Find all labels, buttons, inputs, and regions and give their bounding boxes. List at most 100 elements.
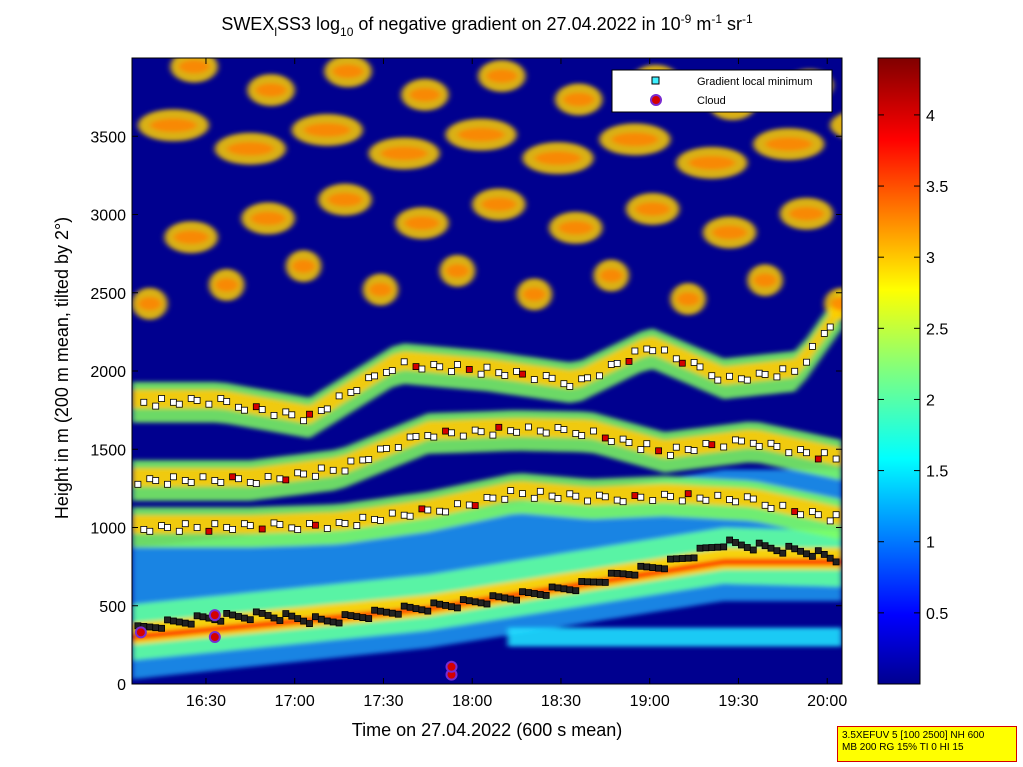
gradient-minimum-marker	[619, 435, 627, 443]
gradient-minimum-marker	[637, 493, 645, 501]
gradient-minimum-marker	[708, 441, 716, 449]
gradient-minimum-marker	[235, 475, 242, 483]
gradient-minimum-marker	[501, 495, 509, 503]
gradient-minimum-marker	[359, 456, 367, 464]
gradient-minimum-marker	[223, 524, 231, 531]
heat-band-peak	[132, 558, 842, 641]
gradient-minimum-marker	[193, 612, 201, 620]
gradient-minimum-marker	[803, 449, 810, 457]
gradient-minimum-marker	[726, 536, 733, 544]
gradient-minimum-marker	[294, 469, 302, 477]
gradient-minimum-marker	[672, 355, 680, 363]
gradient-minimum-marker	[590, 578, 597, 586]
gradient-minimum-marker	[495, 423, 503, 431]
gradient-minimum-marker	[560, 585, 568, 593]
cloud-marker	[134, 626, 147, 639]
gradient-minimum-marker	[353, 522, 361, 529]
gradient-minimum-marker	[442, 427, 450, 435]
gradient-minimum-marker	[246, 522, 254, 529]
gradient-minimum-marker	[584, 374, 591, 382]
colorbar-tick-label: 0.5	[926, 606, 948, 623]
gradient-minimum-marker	[489, 592, 497, 600]
heat-patch-high-core	[558, 220, 594, 235]
gradient-minimum-marker	[371, 606, 379, 614]
heat-patch-high-core	[332, 64, 364, 79]
gradient-minimum-marker	[678, 497, 686, 505]
gradient-minimum-marker	[388, 367, 396, 375]
gradient-minimum-marker	[211, 520, 219, 528]
gradient-minimum-marker	[530, 376, 538, 384]
gradient-minimum-marker	[477, 599, 485, 607]
y-tick-label: 0	[117, 677, 126, 694]
x-tick-label: 17:30	[363, 693, 403, 710]
cloud-marker	[208, 631, 221, 644]
gradient-minimum-marker	[453, 361, 461, 369]
gradient-minimum-marker	[584, 578, 591, 586]
gradient-minimum-marker	[424, 506, 432, 514]
heat-patch-high-core	[481, 197, 517, 212]
y-axis-label: Height in m (200 m mean, tilted by 2°)	[52, 217, 72, 519]
gradient-minimum-marker	[596, 578, 603, 586]
gradient-minimum-marker	[175, 618, 183, 626]
gradient-minimum-marker	[448, 603, 455, 611]
gradient-minimum-marker	[240, 614, 248, 622]
gradient-minimum-marker	[394, 444, 402, 451]
gradient-minimum-marker	[720, 543, 728, 551]
gradient-minimum-marker	[667, 451, 674, 459]
gradient-minimum-marker	[377, 607, 384, 615]
gradient-minimum-marker	[513, 596, 520, 604]
gradient-minimum-marker	[181, 619, 189, 627]
gradient-minimum-marker	[424, 607, 432, 615]
gradient-minimum-marker	[288, 612, 296, 620]
gradient-minimum-marker	[820, 329, 828, 337]
gradient-minimum-marker	[288, 411, 296, 419]
colorbar-tick-label: 1.5	[926, 464, 948, 481]
heat-patch-high-core	[214, 277, 239, 292]
gradient-minimum-marker	[548, 492, 556, 500]
gradient-minimum-marker	[708, 372, 716, 380]
gradient-minimum-marker	[169, 398, 177, 406]
gradient-minimum-marker	[601, 434, 609, 442]
heat-band-upper-core	[132, 418, 842, 487]
gradient-minimum-marker	[311, 472, 319, 480]
gradient-minimum-marker	[501, 594, 509, 602]
gradient-minimum-marker	[388, 509, 396, 517]
y-tick-label: 3000	[90, 208, 126, 225]
gradient-minimum-marker	[613, 359, 621, 367]
gradient-minimum-marker	[785, 449, 793, 457]
heat-patch-high-core	[226, 141, 274, 156]
heat-patch-high-core	[327, 192, 363, 207]
gradient-minimum-marker	[400, 358, 408, 366]
gradient-minimum-marker	[525, 589, 532, 596]
gradient-minimum-marker	[607, 569, 615, 577]
gradient-minimum-marker	[554, 424, 562, 432]
x-tick-label: 16:30	[186, 693, 226, 710]
heat-patch-high-core	[765, 137, 813, 152]
gradient-minimum-marker	[672, 443, 680, 451]
chart-title: SWEXlSS3 log10 of negative gradient on 2…	[221, 12, 753, 39]
x-tick-label: 20:00	[807, 693, 847, 710]
gradient-minimum-marker	[809, 342, 816, 350]
gradient-minimum-marker	[560, 380, 568, 388]
heat-patch-high-core	[753, 273, 777, 288]
cloud-markers	[134, 609, 458, 681]
gradient-minimum-marker	[169, 617, 177, 625]
y-tick-label: 2000	[90, 364, 126, 381]
gradient-minimum-marker	[152, 477, 160, 484]
gradient-minimum-marker	[187, 620, 195, 628]
gradient-minimum-marker	[483, 363, 491, 371]
gradient-minimum-marker	[489, 494, 497, 502]
gradient-minimum-marker	[365, 615, 373, 622]
gradient-minimum-marker	[601, 493, 609, 501]
gradient-minimum-marker	[430, 433, 438, 441]
gradient-minimum-marker	[773, 442, 781, 450]
gradient-minimum-marker	[187, 478, 195, 486]
gradient-minimum-marker	[732, 498, 739, 506]
gradient-minimum-marker	[134, 480, 142, 488]
heat-patch-high-core	[457, 127, 505, 142]
gradient-minimum-marker	[519, 490, 526, 498]
gradient-minimum-marker	[442, 602, 450, 609]
gradient-minimum-marker	[229, 526, 237, 533]
heat-band-low-sheet	[507, 627, 842, 647]
gradient-minimum-marker	[749, 495, 757, 503]
